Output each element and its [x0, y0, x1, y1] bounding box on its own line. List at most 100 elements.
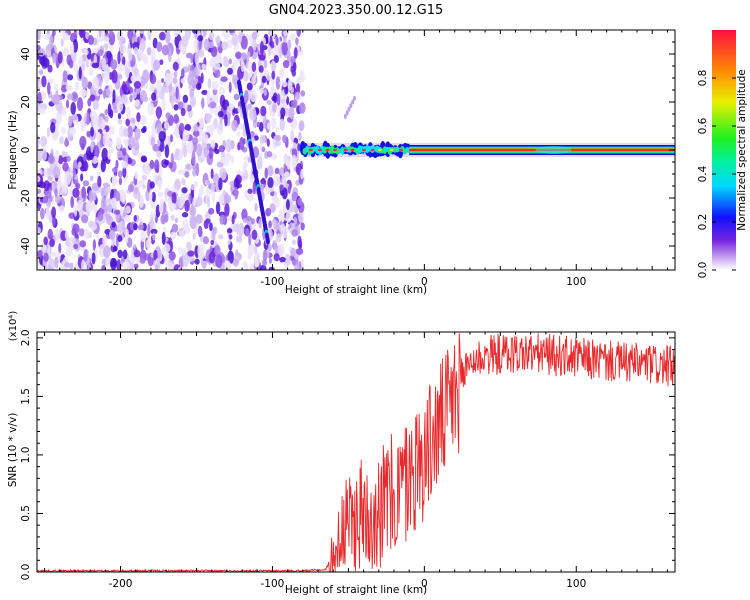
noise-speckle	[126, 60, 131, 69]
noise-speckle	[218, 145, 226, 153]
noise-speckle	[194, 258, 200, 265]
noise-speckle	[175, 86, 179, 100]
snr-y-axis-label: SNR (10 * v/v)	[7, 413, 19, 488]
noise-speckle	[154, 159, 160, 173]
noise-speckle	[271, 60, 276, 72]
noise-speckle	[100, 196, 107, 210]
snr-x-axis: -200 -100 0 100	[44, 332, 668, 590]
noise-speckle	[163, 214, 169, 223]
noise-speckle	[103, 43, 109, 49]
noise-speckle	[118, 220, 126, 234]
colorbar-tick-label: 0.0	[697, 262, 709, 279]
noise-speckle	[207, 78, 212, 89]
noise-speckle	[146, 47, 152, 56]
noise-speckle	[65, 84, 72, 91]
noise-speckle	[69, 127, 77, 136]
noise-speckle	[237, 123, 244, 130]
noise-speckle	[186, 104, 192, 112]
x-tick-label: -200	[109, 578, 133, 590]
noise-speckle	[76, 97, 84, 112]
noise-speckle	[352, 95, 356, 101]
noise-speckle	[282, 134, 287, 144]
noise-speckle	[97, 175, 102, 188]
noise-speckle	[153, 249, 158, 262]
noise-speckle	[248, 233, 252, 246]
noise-speckle	[116, 136, 122, 150]
noise-speckle	[53, 94, 61, 106]
noise-speckle	[212, 226, 218, 235]
noise-speckle	[81, 121, 85, 132]
noise-speckle	[210, 168, 214, 180]
noise-speckle	[169, 134, 174, 143]
noise-speckle	[210, 239, 215, 246]
colorbar: 0.0 0.2 0.4 0.6 0.8 Normalized spectral ampl…	[697, 30, 748, 278]
noise-speckle	[202, 236, 210, 245]
noise-speckle	[251, 229, 258, 241]
noise-speckle	[127, 125, 133, 139]
noise-speckle	[211, 189, 216, 203]
noise-speckle	[37, 175, 41, 183]
noise-speckle	[133, 263, 139, 269]
noise-speckle	[184, 171, 190, 178]
noise-speckle	[273, 55, 279, 64]
noise-speckle	[151, 191, 156, 203]
noise-speckle	[48, 258, 55, 270]
noise-speckle	[37, 48, 46, 57]
noise-speckle	[67, 74, 74, 81]
noise-speckle	[62, 47, 70, 57]
noise-speckle	[291, 69, 297, 77]
signal-peak	[377, 148, 382, 152]
noise-speckle	[264, 167, 268, 180]
signal-peak	[317, 148, 322, 152]
noise-speckle	[214, 244, 221, 257]
noise-speckle	[163, 243, 171, 253]
noise-speckle	[124, 205, 131, 214]
noise-speckle	[110, 59, 118, 70]
noise-speckle	[283, 171, 290, 179]
noise-speckle	[265, 207, 272, 217]
noise-speckle	[252, 181, 257, 195]
snr-frame	[36, 331, 676, 573]
noise-speckle	[140, 155, 147, 163]
noise-speckle	[62, 70, 68, 83]
noise-speckle	[278, 243, 285, 257]
noise-speckle	[45, 206, 51, 218]
noise-speckle	[125, 118, 131, 127]
noise-speckle	[37, 188, 42, 195]
noise-speckle	[164, 121, 170, 130]
noise-speckle	[246, 82, 253, 91]
y-tick-label: 40	[20, 47, 32, 60]
noise-speckle	[259, 134, 266, 144]
noise-speckle	[105, 115, 109, 123]
noise-speckle	[251, 61, 257, 73]
y-tick-label: -20	[20, 189, 32, 206]
noise-speckle	[199, 185, 204, 197]
noise-speckle	[60, 127, 67, 135]
noise-speckle	[46, 81, 51, 95]
noise-speckle	[127, 30, 134, 40]
noise-speckle	[147, 102, 155, 116]
noise-speckle	[233, 177, 240, 190]
noise-speckle	[245, 194, 253, 201]
noise-speckle	[54, 149, 60, 163]
noise-speckle	[259, 40, 265, 55]
noise-speckle	[86, 111, 90, 126]
noise-speckle	[81, 259, 86, 270]
noise-speckle	[194, 52, 199, 66]
noise-speckle	[100, 158, 106, 173]
noise-speckle	[72, 237, 77, 246]
noise-speckle	[201, 89, 209, 96]
noise-speckle	[343, 113, 347, 119]
noise-speckle	[96, 131, 101, 143]
noise-speckle	[170, 231, 177, 240]
noise-speckle	[116, 100, 124, 113]
noise-speckle	[266, 122, 271, 130]
noise-speckle	[246, 215, 252, 222]
noise-speckle	[218, 86, 226, 95]
noise-speckle	[121, 56, 126, 66]
noise-speckle	[142, 125, 147, 133]
noise-speckle	[224, 202, 230, 217]
noise-speckle	[185, 241, 192, 251]
noise-speckle	[197, 35, 204, 42]
noise-speckle	[171, 192, 177, 205]
